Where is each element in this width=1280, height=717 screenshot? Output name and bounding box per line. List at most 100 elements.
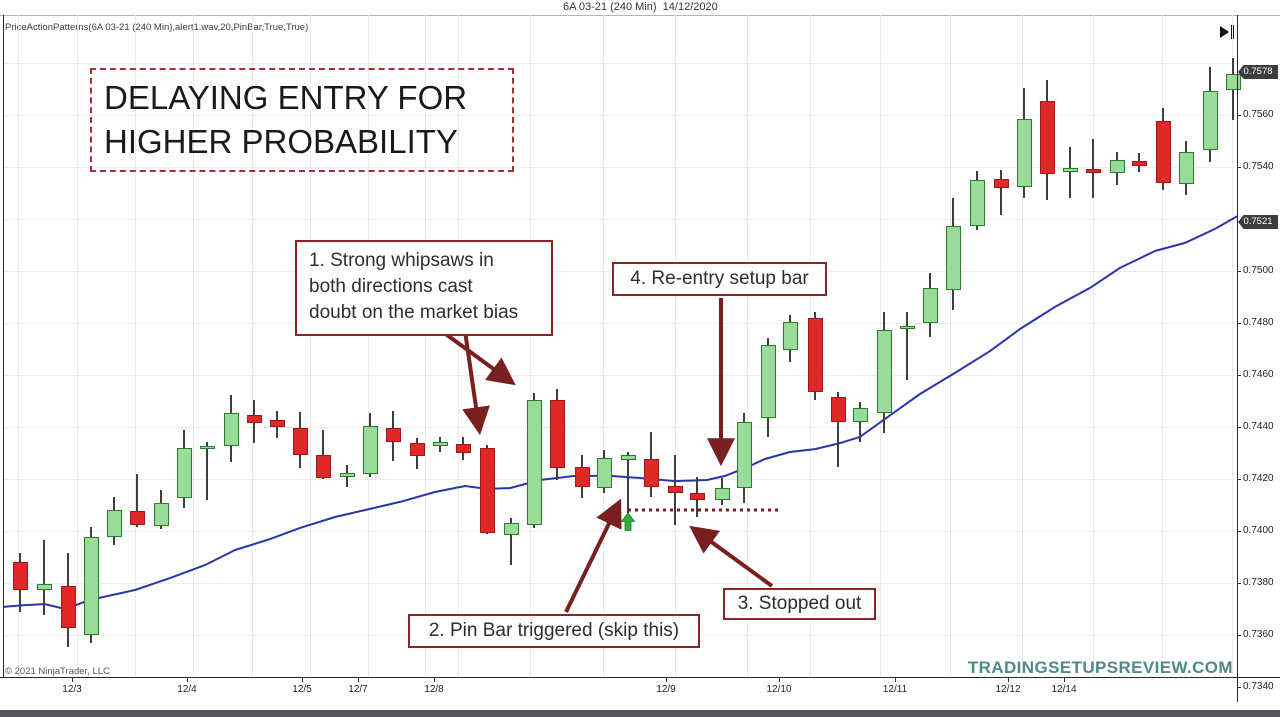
- candle-wick: [206, 442, 208, 501]
- candle-body: [526, 399, 542, 525]
- window-title: 6A 03-21 (240 Min) 14/12/2020: [563, 1, 718, 13]
- annotation-1-line1: 1. Strong whipsaws in: [309, 250, 494, 271]
- time-axis-tick: [72, 677, 73, 682]
- price-axis-label: 0.7460: [1243, 369, 1274, 380]
- price-axis-tick: [1237, 375, 1241, 376]
- candle-body: [315, 455, 331, 478]
- candle-body: [1085, 169, 1101, 173]
- candle-body: [60, 585, 76, 628]
- price-axis-label: 0.7440: [1243, 421, 1274, 432]
- price-axis-label: 0.7360: [1243, 629, 1274, 640]
- candle-body: [782, 321, 798, 351]
- time-axis-label: 12/11: [882, 684, 908, 695]
- horizontal-gridline: [3, 63, 1237, 64]
- time-axis-label: 12/7: [348, 684, 368, 695]
- indicator-parameters-label: PriceActionPatterns(6A 03-21 (240 Min),a…: [5, 22, 309, 33]
- candle-body: [269, 419, 285, 427]
- titlebar-divider: [0, 15, 1280, 16]
- time-axis-label: 12/10: [766, 684, 792, 695]
- candle-body: [339, 473, 355, 477]
- time-axis-label: 12/5: [292, 684, 312, 695]
- candle-body: [153, 502, 169, 527]
- candle-wick: [1092, 138, 1094, 198]
- candle-body: [760, 345, 776, 418]
- price-axis-label: 0.7500: [1243, 265, 1274, 276]
- price-axis-tick: [1237, 583, 1241, 584]
- lesson-title-line2: HIGHER PROBABILITY: [104, 123, 458, 160]
- candle-body: [292, 428, 308, 456]
- price-axis-label: 0.7560: [1243, 109, 1274, 120]
- time-axis-label: 12/3: [62, 684, 82, 695]
- annotation-1-line2: both directions cast: [309, 276, 473, 297]
- candle-body: [1062, 168, 1078, 172]
- time-axis-label: 12/4: [177, 684, 197, 695]
- price-axis-tick: [1237, 115, 1241, 116]
- candle-body: [899, 325, 915, 329]
- candle-body: [1109, 159, 1125, 173]
- candle-body: [129, 510, 145, 525]
- candle-wick: [906, 312, 908, 380]
- candle-body: [922, 287, 938, 323]
- price-axis-tick: [1237, 635, 1241, 636]
- candle-body: [1225, 73, 1241, 91]
- price-axis-label: 0.7400: [1243, 525, 1274, 536]
- candle-wick: [43, 540, 45, 615]
- candle-body: [852, 408, 868, 423]
- candle-body: [83, 536, 99, 635]
- price-axis-tick: [1237, 323, 1241, 324]
- annotation-box-stopped-out[interactable]: 3. Stopped out: [723, 588, 876, 620]
- candle-body: [1202, 91, 1218, 151]
- watermark-label: TRADINGSETUPSREVIEW.COM: [967, 658, 1233, 677]
- candle-body: [385, 428, 401, 443]
- candle-wick: [1000, 169, 1002, 216]
- candle-body: [12, 561, 28, 591]
- play-triangle-icon: [1220, 26, 1229, 38]
- price-axis-label: 0.7340: [1243, 681, 1274, 692]
- candle-body: [479, 448, 495, 534]
- price-axis-label: 0.7420: [1243, 473, 1274, 484]
- annotation-box-whipsaws[interactable]: 1. Strong whipsaws in both directions ca…: [295, 240, 553, 336]
- price-marker-label: 0.7578: [1238, 65, 1278, 79]
- time-axis-label: 12/9: [656, 684, 676, 695]
- copyright-label: © 2021 NinjaTrader, LLC: [5, 666, 110, 677]
- candle-body: [1039, 100, 1055, 174]
- candle-body: [176, 448, 192, 498]
- candle-body: [689, 493, 705, 501]
- horizontal-gridline: [3, 167, 1237, 168]
- time-axis-tick: [434, 677, 435, 682]
- price-axis-tick: [1237, 167, 1241, 168]
- time-axis-tick: [302, 677, 303, 682]
- time-axis-label: 12/12: [995, 684, 1021, 695]
- candle-body: [714, 488, 730, 501]
- lesson-title-line1: DELAYING ENTRY FOR: [104, 79, 468, 116]
- time-axis-tick: [895, 677, 896, 682]
- candle-body: [549, 399, 565, 469]
- candle-body: [503, 522, 519, 535]
- price-axis-label: 0.7540: [1243, 161, 1274, 172]
- time-axis-tick: [187, 677, 188, 682]
- price-marker-label: 0.7521: [1238, 215, 1278, 229]
- annotation-box-reentry[interactable]: 4. Re-entry setup bar: [612, 262, 827, 296]
- time-axis-tick: [779, 677, 780, 682]
- candle-body: [596, 457, 612, 489]
- candle-wick: [1069, 146, 1071, 198]
- time-axis-tick: [666, 677, 667, 682]
- time-axis-tick: [358, 677, 359, 682]
- bottom-status-strip: [0, 710, 1280, 717]
- candle-wick: [627, 451, 629, 514]
- candle-body: [432, 442, 448, 446]
- candle-body: [830, 397, 846, 423]
- price-axis-tick: [1237, 687, 1241, 688]
- candle-body: [945, 226, 961, 290]
- candle-body: [667, 486, 683, 494]
- candle-body: [736, 422, 752, 489]
- candle-body: [223, 412, 239, 446]
- candle-body: [409, 443, 425, 457]
- annotation-box-pinbar[interactable]: 2. Pin Bar triggered (skip this): [408, 614, 700, 648]
- price-axis-label: 0.7380: [1243, 577, 1274, 588]
- time-axis-tick: [1008, 677, 1009, 682]
- candle-body: [643, 458, 659, 488]
- candle-body: [993, 178, 1009, 189]
- price-axis-tick: [1237, 427, 1241, 428]
- lesson-title-box[interactable]: DELAYING ENTRY FOR HIGHER PROBABILITY: [90, 68, 514, 172]
